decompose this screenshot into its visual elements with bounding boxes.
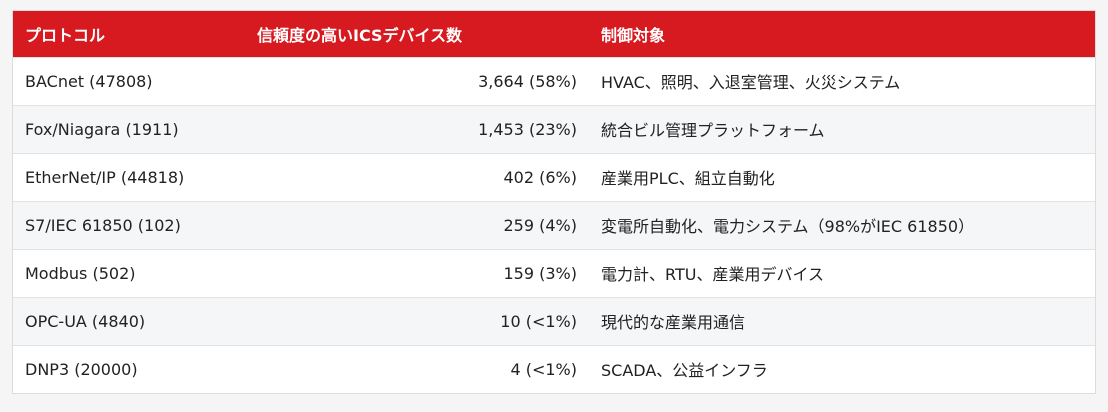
cell-device-count: 259 (4%): [245, 200, 589, 249]
table-row: Fox/Niagara (1911) 1,453 (23%) 統合ビル管理プラッ…: [13, 104, 1095, 153]
table-row: S7/IEC 61850 (102) 259 (4%) 変電所自動化、電力システ…: [13, 200, 1095, 249]
cell-protocol: Fox/Niagara (1911): [13, 104, 245, 153]
header-row: プロトコル 信頼度の高いICSデバイス数 制御対象: [13, 11, 1095, 57]
cell-protocol: DNP3 (20000): [13, 344, 245, 393]
cell-control-target: 統合ビル管理プラットフォーム: [589, 104, 1095, 153]
cell-control-target: HVAC、照明、入退室管理、火災システム: [589, 56, 1095, 105]
cell-control-target: 変電所自動化、電力システム（98%がIEC 61850）: [589, 200, 1095, 249]
cell-device-count: 159 (3%): [245, 248, 589, 297]
ics-protocol-table: プロトコル 信頼度の高いICSデバイス数 制御対象 BACnet (47808)…: [13, 11, 1095, 393]
header-device-count: 信頼度の高いICSデバイス数: [257, 25, 463, 45]
table-row: DNP3 (20000) 4 (<1%) SCADA、公益インフラ: [13, 344, 1095, 393]
cell-control-target: SCADA、公益インフラ: [589, 344, 1095, 393]
cell-device-count: 4 (<1%): [245, 344, 589, 393]
table-body: BACnet (47808) 3,664 (58%) HVAC、照明、入退室管理…: [13, 56, 1095, 393]
table-row: Modbus (502) 159 (3%) 電力計、RTU、産業用デバイス: [13, 248, 1095, 297]
header-control-target: 制御対象: [601, 25, 666, 45]
table-row: OPC-UA (4840) 10 (<1%) 現代的な産業用通信: [13, 296, 1095, 345]
header-protocol: プロトコル: [25, 25, 106, 45]
table-header: プロトコル 信頼度の高いICSデバイス数 制御対象: [13, 11, 1095, 57]
ics-protocol-table-container: プロトコル 信頼度の高いICSデバイス数 制御対象 BACnet (47808)…: [12, 10, 1096, 394]
cell-protocol: Modbus (502): [13, 248, 245, 297]
cell-protocol: OPC-UA (4840): [13, 296, 245, 345]
cell-control-target: 産業用PLC、組立自動化: [589, 152, 1095, 201]
cell-device-count: 10 (<1%): [245, 296, 589, 345]
cell-protocol: S7/IEC 61850 (102): [13, 200, 245, 249]
table-row: EtherNet/IP (44818) 402 (6%) 産業用PLC、組立自動…: [13, 152, 1095, 201]
cell-device-count: 402 (6%): [245, 152, 589, 201]
table-row: BACnet (47808) 3,664 (58%) HVAC、照明、入退室管理…: [13, 56, 1095, 105]
cell-control-target: 電力計、RTU、産業用デバイス: [589, 248, 1095, 297]
cell-device-count: 1,453 (23%): [245, 104, 589, 153]
cell-control-target: 現代的な産業用通信: [589, 296, 1095, 345]
cell-protocol: EtherNet/IP (44818): [13, 152, 245, 201]
cell-protocol: BACnet (47808): [13, 56, 245, 105]
cell-device-count: 3,664 (58%): [245, 56, 589, 105]
